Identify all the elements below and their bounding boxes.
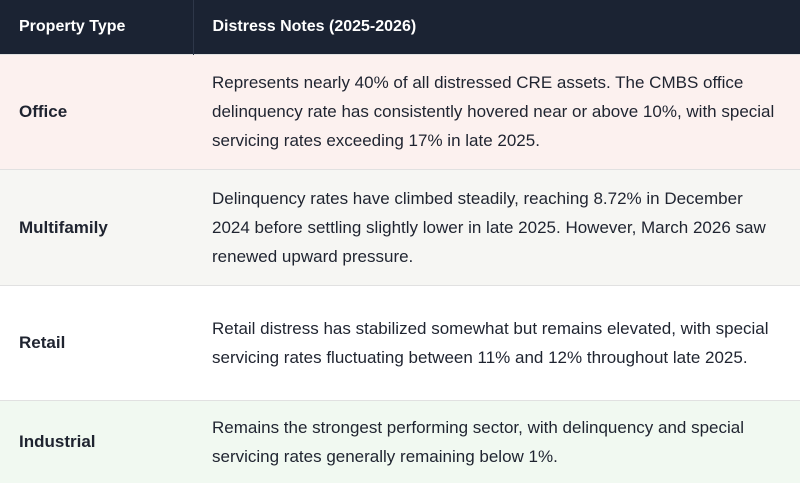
property-type: Multifamily [0,168,193,285]
header-cell: Property Type [0,0,194,54]
property-type: Industrial [0,399,193,483]
header-cell: Distress Notes (2025-2026) [193,0,800,54]
table-body: Office Represents nearly 40% of all distr… [0,53,800,483]
table-row: Office Represents nearly 40% of all distr… [0,53,800,169]
property-type: Office [0,53,193,169]
property-type: Retail [0,284,193,400]
table-row: Retail Retail distress has stabilized som… [0,284,800,400]
distress-note: Delinquency rates have climbed steadily,… [193,168,800,285]
distress-note: Represents nearly 40% of all distressed … [193,53,800,169]
header-row: Property Type Distress Notes (2025-2026) [0,0,800,54]
distress-note: Retail distress has stabilized somewhat … [193,284,800,400]
distress-note: Remains the strongest performing sector,… [193,399,800,483]
table-row: Multifamily Delinquency rates have climbe… [0,168,800,285]
table-row: Industrial Remains the strongest performi… [0,399,800,483]
